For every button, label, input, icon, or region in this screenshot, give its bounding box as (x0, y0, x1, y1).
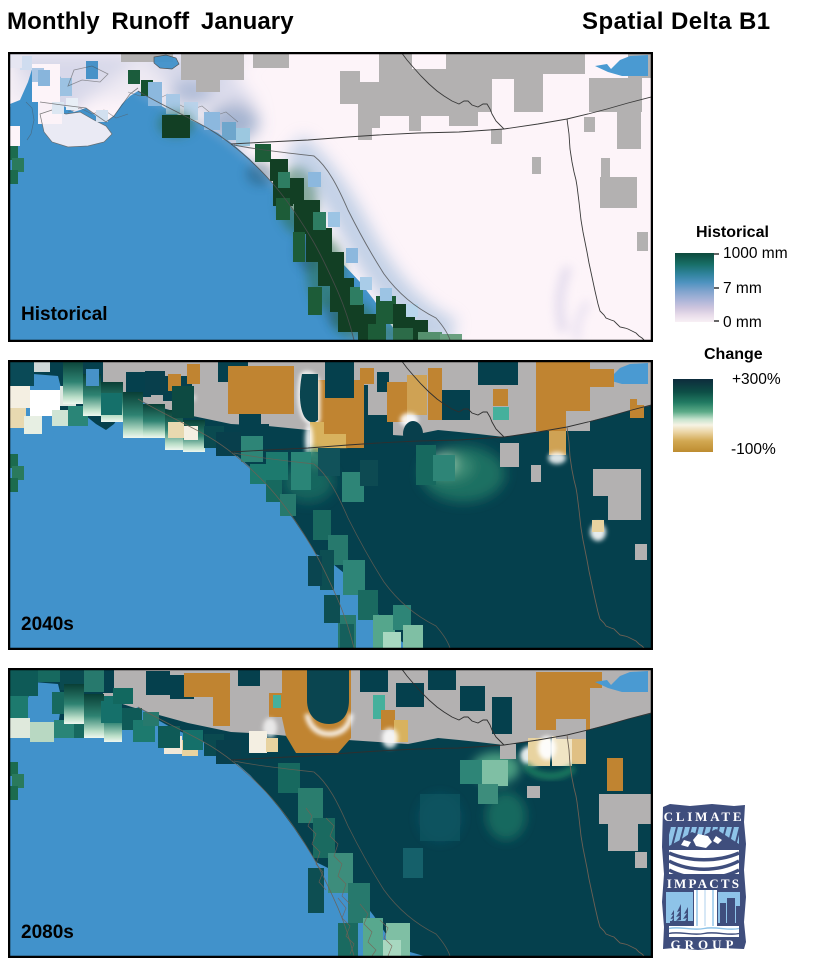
svg-text:Historical: Historical (21, 304, 108, 325)
svg-text:2080s: 2080s (21, 922, 74, 943)
svg-text:2040s: 2040s (21, 614, 74, 635)
svg-text:IMPACTS: IMPACTS (667, 876, 741, 891)
svg-text:GROUP: GROUP (671, 937, 738, 951)
svg-text:CLIMATE: CLIMATE (664, 809, 745, 824)
